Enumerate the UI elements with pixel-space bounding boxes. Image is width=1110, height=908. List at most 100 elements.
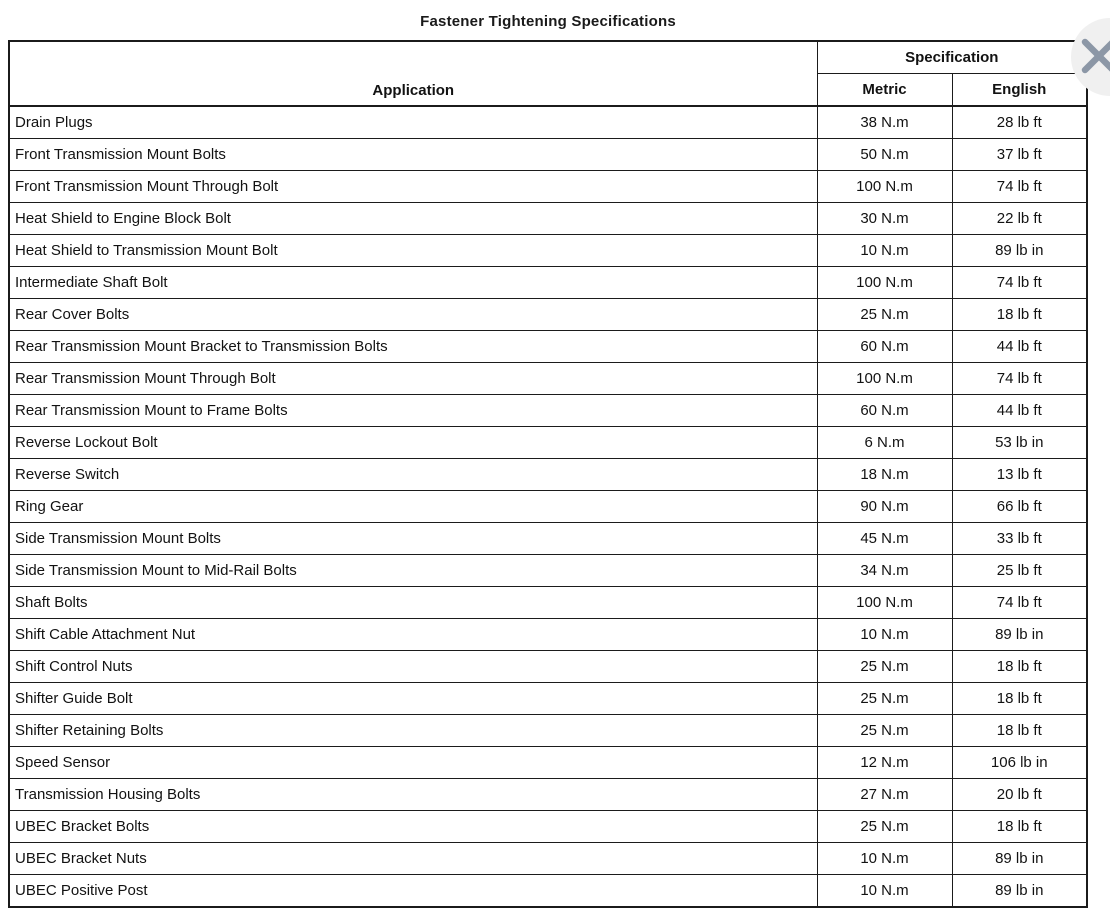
table-row: UBEC Positive Post 10 N.m 89 lb in: [8, 874, 1088, 908]
application-cell: Drain Plugs: [8, 105, 818, 139]
metric-cell: 34 N.m: [816, 554, 953, 587]
close-icon: [1081, 38, 1110, 74]
application-cell: Speed Sensor: [8, 746, 818, 779]
english-cell: 66 lb ft: [951, 490, 1088, 523]
metric-cell: 60 N.m: [816, 330, 953, 363]
metric-column-header: Metric: [816, 73, 953, 107]
application-cell: UBEC Bracket Nuts: [8, 842, 818, 875]
table-row: Reverse Lockout Bolt 6 N.m 53 lb in: [8, 426, 1088, 459]
table-row: Rear Transmission Mount to Frame Bolts 6…: [8, 394, 1088, 427]
application-cell: Front Transmission Mount Through Bolt: [8, 170, 818, 203]
application-cell: Shift Control Nuts: [8, 650, 818, 683]
metric-cell: 10 N.m: [816, 234, 953, 267]
table-row: Heat Shield to Engine Block Bolt 30 N.m …: [8, 202, 1088, 235]
application-cell: Shifter Guide Bolt: [8, 682, 818, 715]
english-cell: 13 lb ft: [951, 458, 1088, 491]
application-cell: Heat Shield to Transmission Mount Bolt: [8, 234, 818, 267]
application-cell: Shaft Bolts: [8, 586, 818, 619]
table-row: Transmission Housing Bolts 27 N.m 20 lb …: [8, 778, 1088, 811]
metric-cell: 10 N.m: [816, 842, 953, 875]
english-cell: 89 lb in: [951, 874, 1088, 908]
english-cell: 18 lb ft: [951, 714, 1088, 747]
metric-cell: 100 N.m: [816, 266, 953, 299]
english-cell: 33 lb ft: [951, 522, 1088, 555]
english-cell: 89 lb in: [951, 842, 1088, 875]
table-row: Shift Cable Attachment Nut 10 N.m 89 lb …: [8, 618, 1088, 651]
metric-cell: 45 N.m: [816, 522, 953, 555]
header-row-top: Application Specification: [8, 40, 1088, 107]
table-row: Side Transmission Mount to Mid-Rail Bolt…: [8, 554, 1088, 587]
english-cell: 74 lb ft: [951, 266, 1088, 299]
table-row: Rear Cover Bolts 25 N.m 18 lb ft: [8, 298, 1088, 331]
english-cell: 89 lb in: [951, 618, 1088, 651]
table-row: Reverse Switch 18 N.m 13 lb ft: [8, 458, 1088, 491]
english-cell: 18 lb ft: [951, 298, 1088, 331]
application-column-header: Application: [8, 40, 818, 107]
english-cell: 53 lb in: [951, 426, 1088, 459]
application-cell: Shift Cable Attachment Nut: [8, 618, 818, 651]
english-cell: 74 lb ft: [951, 362, 1088, 395]
table-row: Intermediate Shaft Bolt 100 N.m 74 lb ft: [8, 266, 1088, 299]
metric-cell: 60 N.m: [816, 394, 953, 427]
application-cell: Rear Cover Bolts: [8, 298, 818, 331]
english-cell: 74 lb ft: [951, 586, 1088, 619]
metric-cell: 25 N.m: [816, 650, 953, 683]
english-cell: 22 lb ft: [951, 202, 1088, 235]
english-cell: 18 lb ft: [951, 810, 1088, 843]
metric-cell: 10 N.m: [816, 874, 953, 908]
metric-cell: 100 N.m: [816, 362, 953, 395]
table-row: Shifter Guide Bolt 25 N.m 18 lb ft: [8, 682, 1088, 715]
metric-cell: 10 N.m: [816, 618, 953, 651]
application-cell: UBEC Positive Post: [8, 874, 818, 908]
english-cell: 25 lb ft: [951, 554, 1088, 587]
table-row: Shift Control Nuts 25 N.m 18 lb ft: [8, 650, 1088, 683]
application-cell: Intermediate Shaft Bolt: [8, 266, 818, 299]
header-row-sub: Metric English: [9, 73, 1088, 107]
english-cell: 44 lb ft: [951, 394, 1088, 427]
metric-cell: 90 N.m: [816, 490, 953, 523]
english-cell: 37 lb ft: [951, 138, 1088, 171]
metric-cell: 6 N.m: [816, 426, 953, 459]
metric-cell: 100 N.m: [816, 170, 953, 203]
metric-cell: 38 N.m: [816, 105, 953, 139]
table-row: Rear Transmission Mount Through Bolt 100…: [8, 362, 1088, 395]
application-cell: UBEC Bracket Bolts: [8, 810, 818, 843]
metric-cell: 25 N.m: [816, 682, 953, 715]
metric-cell: 25 N.m: [816, 714, 953, 747]
english-cell: 20 lb ft: [951, 778, 1088, 811]
english-cell: 74 lb ft: [951, 170, 1088, 203]
table-row: Rear Transmission Mount Bracket to Trans…: [8, 330, 1088, 363]
metric-cell: 25 N.m: [816, 298, 953, 331]
table-row: Front Transmission Mount Through Bolt 10…: [8, 170, 1088, 203]
table-row: UBEC Bracket Nuts 10 N.m 89 lb in: [8, 842, 1088, 875]
application-cell: Side Transmission Mount to Mid-Rail Bolt…: [8, 554, 818, 587]
application-cell: Reverse Lockout Bolt: [8, 426, 818, 459]
metric-cell: 12 N.m: [816, 746, 953, 779]
page-title: Fastener Tightening Specifications: [420, 13, 676, 30]
metric-cell: 50 N.m: [816, 138, 953, 171]
english-cell: 89 lb in: [951, 234, 1088, 267]
table-row: Side Transmission Mount Bolts 45 N.m 33 …: [8, 522, 1088, 555]
application-cell: Front Transmission Mount Bolts: [8, 138, 818, 171]
application-cell: Side Transmission Mount Bolts: [8, 522, 818, 555]
table-row: Shaft Bolts 100 N.m 74 lb ft: [8, 586, 1088, 619]
application-cell: Ring Gear: [8, 490, 818, 523]
table-row: Drain Plugs 38 N.m 28 lb ft: [8, 105, 1088, 139]
application-cell: Heat Shield to Engine Block Bolt: [8, 202, 818, 235]
application-cell: Rear Transmission Mount Bracket to Trans…: [8, 330, 818, 363]
metric-cell: 100 N.m: [816, 586, 953, 619]
application-cell: Reverse Switch: [8, 458, 818, 491]
metric-cell: 30 N.m: [816, 202, 953, 235]
table-row: Speed Sensor 12 N.m 106 lb in: [8, 746, 1088, 779]
english-cell: 18 lb ft: [951, 682, 1088, 715]
english-cell: 44 lb ft: [951, 330, 1088, 363]
metric-cell: 18 N.m: [816, 458, 953, 491]
english-column-header: English: [951, 73, 1088, 107]
application-cell: Shifter Retaining Bolts: [8, 714, 818, 747]
metric-cell: 25 N.m: [816, 810, 953, 843]
english-cell: 106 lb in: [951, 746, 1088, 779]
specification-column-header: Specification: [816, 40, 1088, 74]
application-cell: Rear Transmission Mount to Frame Bolts: [8, 394, 818, 427]
spec-table-body: Drain Plugs 38 N.m 28 lb ft Front Transm…: [8, 105, 1088, 908]
spec-table: Application Specification Metric English…: [8, 40, 1089, 908]
